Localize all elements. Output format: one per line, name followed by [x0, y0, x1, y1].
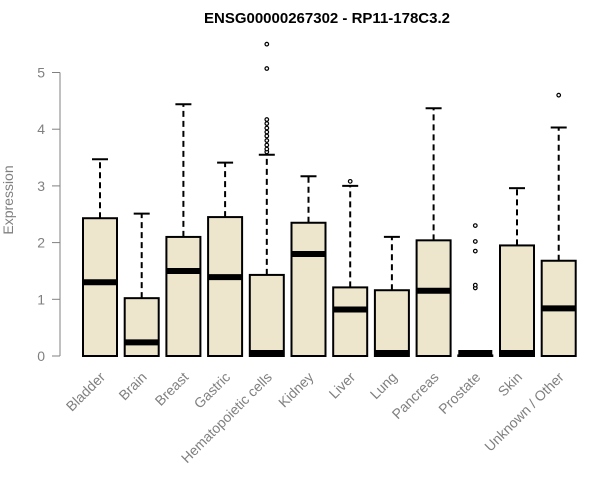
box-lung	[373, 235, 410, 357]
iqr-box	[415, 239, 452, 357]
box-unknown-other	[540, 92, 577, 357]
x-tick-label: Kidney	[275, 369, 317, 411]
box-prostate	[457, 223, 494, 358]
x-tick-label: Breast	[152, 369, 192, 409]
box-skin	[499, 187, 535, 357]
outlier-point	[472, 248, 478, 254]
box-brain	[123, 212, 160, 357]
y-tick-label: 1	[37, 291, 45, 307]
outlier-point	[264, 142, 270, 148]
outlier-point	[264, 138, 270, 143]
x-tick-label: Liver	[326, 369, 359, 402]
y-tick-label: 2	[37, 235, 45, 251]
outlier-point	[264, 133, 270, 139]
boxes-layer	[82, 41, 577, 358]
iqr-box	[248, 273, 285, 358]
box-breast	[165, 103, 202, 357]
box-hematopoietic-cells	[248, 41, 285, 358]
box-kidney	[290, 175, 327, 357]
y-tick-label: 0	[37, 348, 45, 364]
box-gastric	[207, 161, 244, 357]
outlier-point	[264, 125, 270, 131]
iqr-box	[207, 216, 244, 357]
outlier-point	[264, 41, 270, 47]
x-tick-label: Prostate	[435, 369, 483, 417]
outlier-point	[556, 92, 562, 98]
outlier-point	[347, 178, 353, 184]
outlier-point	[472, 223, 478, 228]
x-tick-label: Unknown / Other	[481, 369, 567, 455]
box-liver	[332, 178, 369, 358]
outlier-point	[472, 282, 478, 288]
chart-title: ENSG00000267302 - RP11-178C3.2	[204, 10, 450, 27]
x-tick-label: Lung	[367, 369, 400, 402]
box-pancreas	[415, 107, 452, 357]
y-axis-label: Expression	[0, 165, 16, 234]
y-tick-label: 3	[37, 178, 45, 194]
outlier-point	[264, 121, 270, 126]
outlier-point	[264, 66, 270, 71]
iqr-box	[123, 297, 160, 357]
box-bladder	[82, 158, 118, 357]
y-tick-label: 5	[37, 65, 45, 81]
iqr-box	[499, 244, 535, 357]
x-tick-label: Brain	[115, 369, 149, 403]
iqr-box	[290, 221, 327, 357]
y-axis: 0 1 2 3 4 5	[37, 65, 61, 364]
outlier-point	[264, 129, 270, 135]
x-tick-label: Skin	[495, 369, 526, 400]
y-tick-label: 4	[37, 121, 45, 137]
x-tick-label: Bladder	[63, 369, 109, 415]
outlier-point	[264, 117, 270, 122]
outlier-point	[264, 146, 270, 152]
iqr-box	[373, 289, 410, 357]
outlier-point	[472, 239, 478, 244]
iqr-box	[165, 235, 202, 357]
iqr-box	[332, 286, 369, 358]
iqr-box	[82, 217, 118, 357]
